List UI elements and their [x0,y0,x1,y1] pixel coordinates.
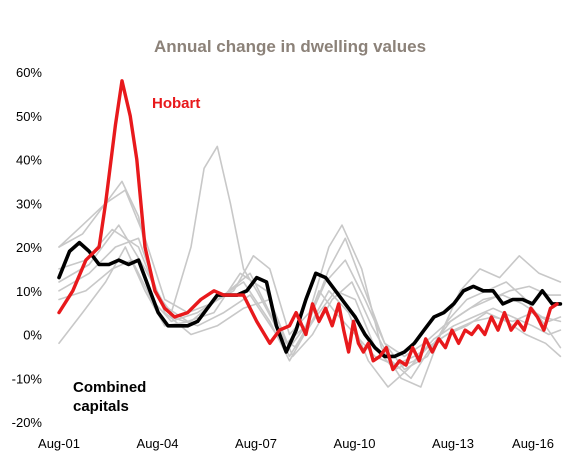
y-tick-label: -10% [12,371,43,386]
x-tick-label: Aug-04 [137,436,179,451]
y-tick-label: 20% [16,240,42,255]
x-tick-label: Aug-07 [235,436,277,451]
series-line-other-capital [58,237,562,371]
chart-title: Annual change in dwelling values [154,37,426,56]
series-layer [57,79,563,388]
x-tick-label: Aug-16 [512,436,554,451]
y-tick-label: 10% [16,284,42,299]
x-tick-label: Aug-01 [38,436,80,451]
x-tick-label: Aug-10 [334,436,376,451]
y-tick-label: 0% [23,328,42,343]
y-tick-label: 40% [16,153,42,168]
y-tick-label: 50% [16,109,42,124]
y-axis-labels: 60% 50% 40% 30% 20% 10% 0% -10% -20% [12,65,43,430]
hobart-annotation: Hobart [152,95,200,112]
series-line-other-capital [58,189,562,388]
x-axis-labels: Aug-01 Aug-04 Aug-07 Aug-10 Aug-13 Aug-16 [38,436,554,451]
series-line-other-capital [58,224,562,371]
x-tick-label: Aug-13 [432,436,474,451]
y-tick-label: -20% [12,415,43,430]
y-tick-label: 30% [16,196,42,211]
series-line-hobart [57,79,559,372]
y-tick-label: 60% [16,65,42,80]
series-line-other-capital [58,246,562,388]
combined-capitals-annotation-line2: capitals [73,398,129,415]
combined-capitals-annotation-line1: Combined [73,379,146,396]
series-line-combined-capitals [57,240,563,359]
